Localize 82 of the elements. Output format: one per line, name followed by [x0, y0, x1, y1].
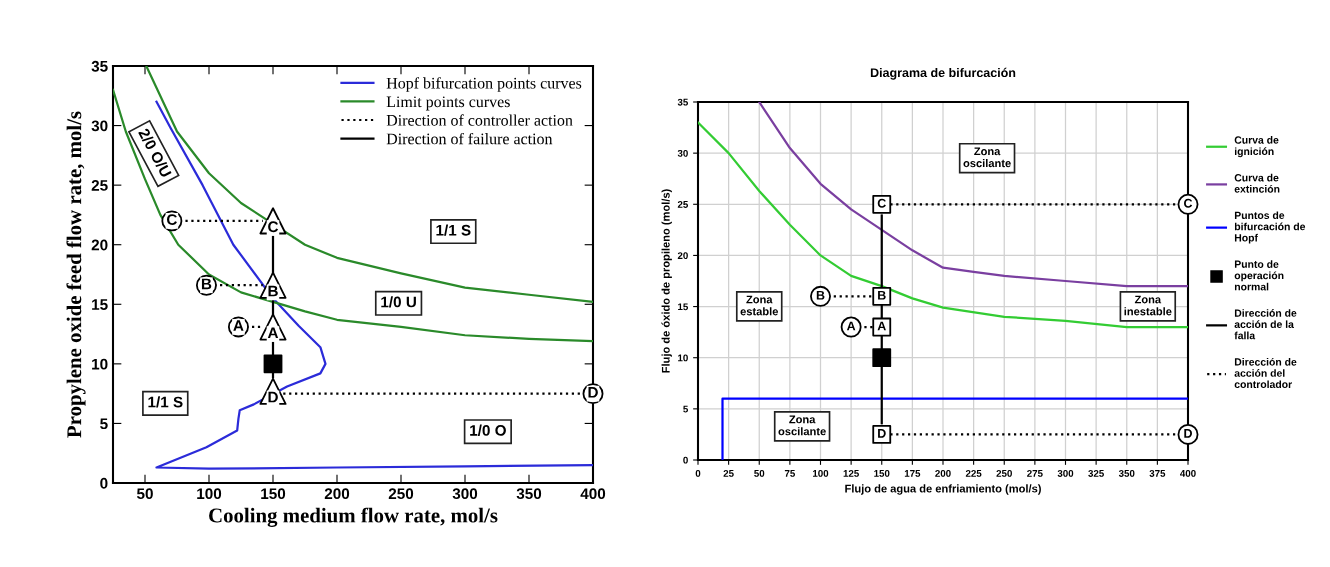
- x-tick-label: 125: [843, 469, 859, 477]
- x-tick-label: 325: [1088, 469, 1104, 477]
- y-tick-label: 30: [91, 120, 108, 132]
- annotation: 1/0 U: [381, 296, 416, 308]
- legend-label: Curva de ignición: [1234, 136, 1279, 158]
- data-label: C: [1184, 198, 1193, 208]
- data-label: B: [816, 290, 825, 300]
- x-tick-label: 300: [452, 488, 478, 500]
- x-tick-label: 400: [1180, 469, 1196, 477]
- x-tick-label: 375: [1149, 469, 1166, 477]
- x-tick-label: 100: [813, 469, 829, 477]
- data-label: A: [267, 327, 279, 339]
- annotation: Zona oscilante: [963, 147, 1011, 168]
- x-axis-title: Cooling medium flow rate, mol/s: [209, 507, 498, 527]
- annotation: 1/1 S: [148, 396, 183, 408]
- data-label: A: [233, 320, 244, 331]
- x-tick-label: 0: [695, 469, 701, 477]
- legend-label: Hopf bifurcation points curves: [386, 77, 582, 92]
- data-label: C: [877, 198, 886, 208]
- x-tick-label: 225: [965, 469, 982, 477]
- legend-label: Dirección de acción del controlador: [1234, 357, 1297, 389]
- x-tick-label: 275: [1027, 469, 1043, 477]
- y-axis-title: Flujo de óxido de propileno (mol/s): [661, 189, 672, 373]
- y-axis-title: Propylene oxide feed flow rate, mol/s: [66, 111, 86, 438]
- y-tick-label: 5: [100, 418, 108, 430]
- y-tick-label: 30: [677, 149, 688, 157]
- y-tick-label: 35: [677, 98, 689, 106]
- y-tick-label: 10: [92, 358, 108, 370]
- x-tick-label: 150: [261, 488, 286, 500]
- data-label: B: [268, 285, 278, 297]
- x-tick-label: 300: [1057, 469, 1074, 477]
- legend-label: Curva de extinción: [1234, 173, 1280, 193]
- annotation: Zona oscilante: [778, 415, 826, 436]
- x-tick-label: 50: [754, 469, 765, 477]
- data-label: B: [201, 278, 212, 290]
- data-label: C: [166, 214, 177, 225]
- y-tick-label: 25: [677, 201, 689, 208]
- legend-label: Puntos de bifurcación de Hopf: [1234, 211, 1306, 244]
- x-tick-label: 25: [723, 469, 734, 477]
- y-tick-label: 15: [92, 299, 108, 310]
- data-label: D: [878, 429, 886, 438]
- x-tick-label: 250: [996, 469, 1012, 477]
- y-tick-label: 10: [678, 354, 688, 362]
- x-tick-label: 200: [935, 469, 951, 477]
- x-tick-label: 400: [580, 488, 606, 500]
- data-label: A: [877, 321, 886, 331]
- y-tick-label: 25: [91, 180, 108, 191]
- x-tick-label: 250: [388, 488, 414, 500]
- legend-label: Punto de operación normal: [1234, 260, 1284, 291]
- point: [872, 348, 892, 368]
- data-label: D: [588, 387, 598, 398]
- x-tick-label: 200: [324, 488, 350, 500]
- annotation: 1/0 O: [470, 424, 506, 436]
- annotation: 2/0 O/U: [137, 127, 173, 178]
- annotation: Zona inestable: [1124, 295, 1172, 316]
- x-tick-label: 75: [784, 470, 796, 477]
- legend-label: Dirección de acción de la falla: [1234, 309, 1297, 340]
- x-tick-label: 350: [516, 488, 542, 500]
- y-tick-label: 35: [91, 60, 108, 72]
- x-tick-label: 175: [904, 470, 921, 477]
- x-tick-label: 100: [197, 488, 222, 500]
- y-tick-label: 20: [91, 239, 108, 251]
- x-tick-label: 150: [874, 469, 890, 477]
- y-tick-label: 20: [677, 252, 688, 260]
- y-tick-label: 0: [683, 456, 688, 464]
- x-tick-label: 50: [136, 488, 153, 500]
- chart-title: Diagrama de bifurcación: [870, 67, 1016, 80]
- y-tick-label: 15: [678, 303, 689, 311]
- x-axis-title: Flujo de agua de enfriamiento (mol/s): [845, 484, 1041, 495]
- data-label: D: [268, 391, 278, 403]
- y-tick-label: 5: [683, 405, 689, 413]
- data-label: B: [878, 290, 886, 300]
- point: [263, 354, 283, 374]
- annotation: Zona estable: [740, 295, 779, 316]
- legend-label: Direction of failure action: [386, 132, 553, 145]
- legend-label: Direction of controller action: [386, 114, 573, 126]
- x-tick-label: 350: [1118, 469, 1135, 477]
- data-label: A: [846, 321, 856, 331]
- legend-label: Limit points curves: [386, 96, 510, 111]
- data-label: D: [1184, 429, 1192, 438]
- annotation: 1/1 S: [436, 224, 471, 236]
- data-label: C: [268, 221, 279, 233]
